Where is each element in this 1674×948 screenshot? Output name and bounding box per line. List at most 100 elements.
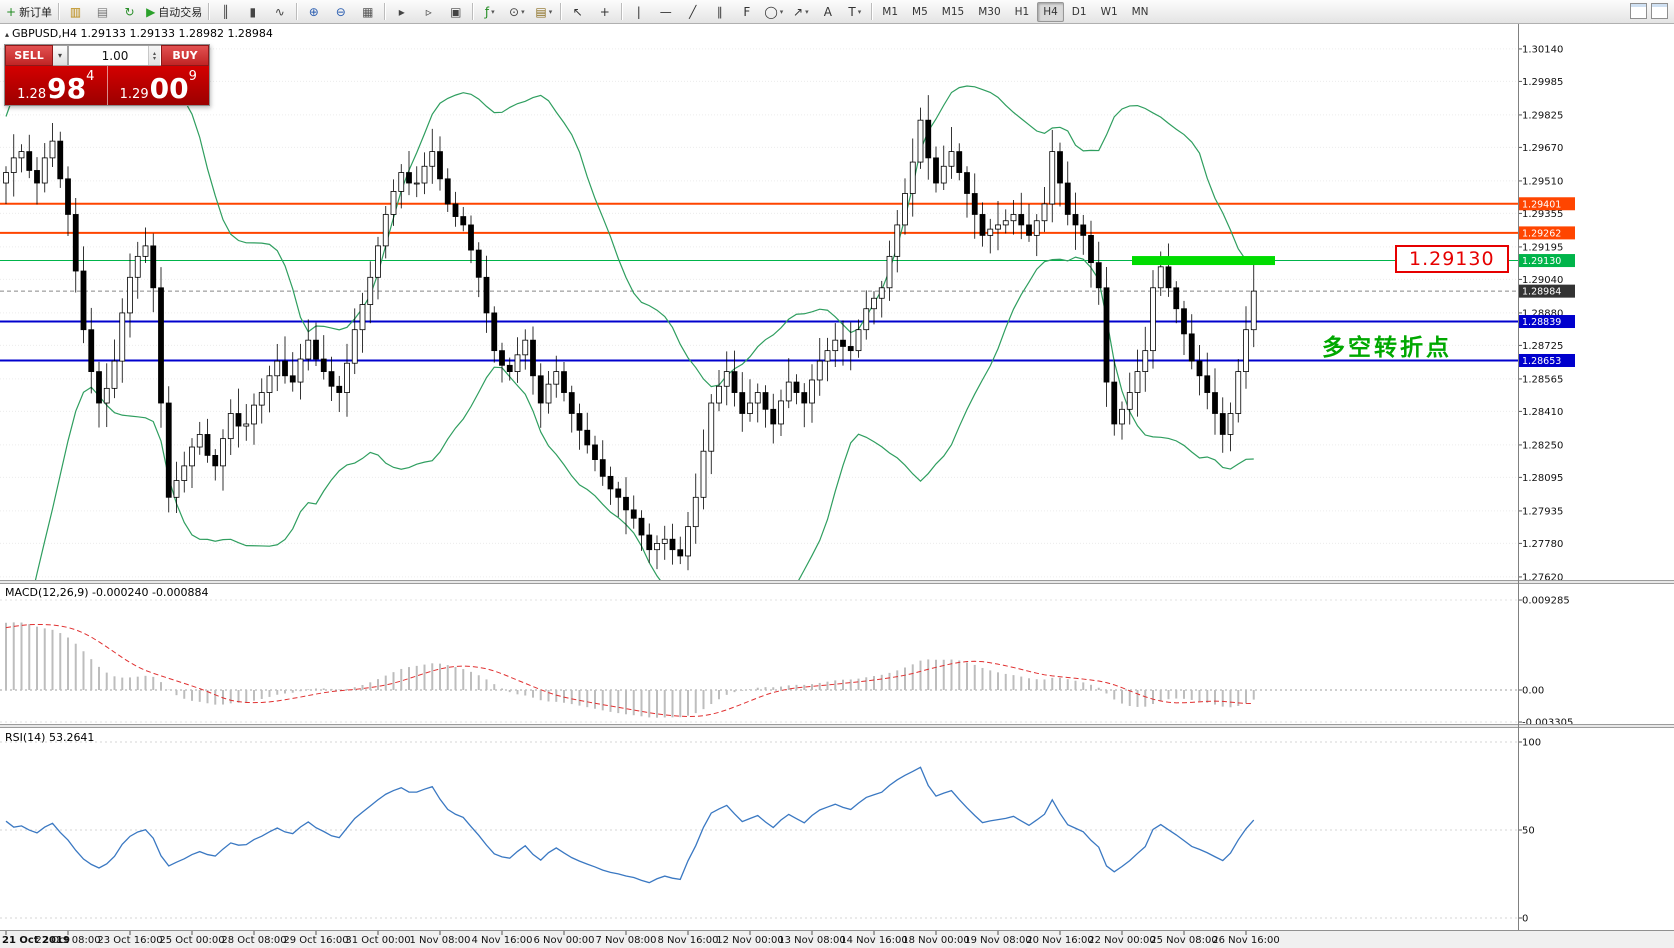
auto-scroll-icon[interactable]: ▸ (398, 4, 405, 19)
price-callout-label: 1.29130 (1395, 244, 1509, 273)
toolbar-separator (208, 3, 210, 20)
arrows-icon[interactable]: ↗ ▾ (793, 4, 809, 19)
toolbar-separator (472, 3, 474, 20)
svg-text:13 Nov 08:00: 13 Nov 08:00 (778, 935, 845, 946)
volume-increase-icon[interactable]: ▴ (152, 49, 156, 57)
buy-price-big: 00 (149, 72, 189, 105)
svg-text:29 Oct 16:00: 29 Oct 16:00 (283, 935, 348, 946)
text-icon[interactable]: A (823, 4, 832, 19)
crosshair-icon[interactable]: + (599, 4, 610, 19)
grid-icon[interactable]: ▦ (362, 4, 374, 19)
svg-text:4 Nov 16:00: 4 Nov 16:00 (471, 935, 532, 946)
indicators-icon[interactable]: ƒ ▾ (484, 4, 495, 19)
chart-symbol-header: ▴ GBPUSD,H4 1.29133 1.29133 1.28982 1.289… (5, 27, 273, 40)
order-settings-dropdown[interactable]: ▾ (53, 45, 68, 66)
svg-text:19 Nov 08:00: 19 Nov 08:00 (964, 935, 1031, 946)
volume-input[interactable]: 1.00 ▴ ▾ (68, 45, 161, 66)
chart-corner-icon: ▴ (5, 30, 10, 39)
svg-text:25 Nov 08:00: 25 Nov 08:00 (1150, 935, 1217, 946)
svg-text:22 Nov 00:00: 22 Nov 00:00 (1088, 935, 1155, 946)
svg-text:1.27620: 1.27620 (1522, 572, 1563, 583)
profiles-icon[interactable]: ▤ (96, 4, 109, 19)
vertical-line-icon[interactable]: | (636, 4, 641, 19)
svg-text:0: 0 (1522, 914, 1528, 925)
line-chart-icon[interactable]: ∿ (274, 4, 285, 19)
timeframe-button-MN[interactable]: MN (1131, 5, 1149, 18)
cursor-icon[interactable]: ↖ (572, 4, 583, 19)
svg-text:18 Nov 00:00: 18 Nov 00:00 (902, 935, 969, 946)
svg-text:8 Nov 16:00: 8 Nov 16:00 (657, 935, 718, 946)
svg-text:0.009285: 0.009285 (1522, 596, 1570, 607)
sell-price-display[interactable]: 1.28 98 4 (5, 66, 107, 105)
svg-text:1.28565: 1.28565 (1522, 374, 1563, 385)
chevron-down-icon: ▾ (57, 51, 62, 60)
channel-icon[interactable]: ∥ (716, 4, 723, 19)
candlestick-chart-icon[interactable]: ▮ (249, 4, 257, 19)
timeframe-button-H1[interactable]: H1 (1014, 5, 1030, 18)
refresh-icon[interactable]: ↻ (124, 4, 135, 19)
toolbar-right (1630, 3, 1668, 19)
svg-text:100: 100 (1522, 738, 1541, 749)
tile-windows-icon[interactable]: ▣ (450, 4, 462, 19)
svg-text:6 Nov 00:00: 6 Nov 00:00 (533, 935, 594, 946)
charts-window-icon[interactable]: ▥ (69, 4, 82, 19)
chart-ohlc-text: GBPUSD,H4 1.29133 1.29133 1.28982 1.2898… (12, 27, 273, 40)
svg-text:14 Nov 16:00: 14 Nov 16:00 (840, 935, 907, 946)
price-divider (106, 66, 108, 105)
buy-price-prefix: 1.29 (119, 87, 149, 102)
rsi-header: RSI(14) 53.2641 (5, 731, 95, 744)
text-label-icon[interactable]: T ▾ (848, 4, 862, 19)
zoom-in-icon[interactable]: ⊕ (308, 4, 319, 19)
timeframe-button-M30[interactable]: M30 (978, 5, 1001, 18)
autotrading-button[interactable]: ▶ 自动交易 (146, 4, 203, 19)
buy-price-sup: 9 (188, 69, 197, 84)
svg-text:1.28984: 1.28984 (1522, 287, 1561, 298)
svg-text:1.27935: 1.27935 (1522, 506, 1563, 517)
trendline-icon[interactable]: ╱ (689, 4, 697, 19)
toolbar-separator (384, 3, 386, 20)
fibonacci-icon[interactable]: F (743, 4, 751, 19)
toolbar-separator (871, 3, 873, 20)
bar-chart-icon[interactable]: ║ (222, 4, 230, 19)
toolbar-separator (621, 3, 623, 20)
timeframe-button-H4[interactable]: H4 (1037, 1, 1064, 22)
timeframe-button-W1[interactable]: W1 (1100, 5, 1118, 18)
svg-text:1.28725: 1.28725 (1522, 341, 1563, 352)
svg-text:22 Oct 08:00: 22 Oct 08:00 (35, 935, 100, 946)
svg-text:1.29130: 1.29130 (1522, 256, 1561, 267)
timeframe-button-M15[interactable]: M15 (941, 5, 965, 18)
timeframe-button-M5[interactable]: M5 (912, 5, 928, 18)
svg-text:50: 50 (1522, 826, 1535, 837)
chart-shift-icon[interactable]: ▹ (425, 4, 432, 19)
svg-text:1.28095: 1.28095 (1522, 473, 1563, 484)
toolbar-right-icon-1[interactable] (1630, 3, 1647, 19)
svg-text:0.00: 0.00 (1522, 686, 1544, 697)
svg-text:21 Oct 2019: 21 Oct 2019 (2, 935, 70, 946)
svg-text:1.29670: 1.29670 (1522, 143, 1563, 154)
svg-text:1.29401: 1.29401 (1522, 199, 1561, 210)
svg-text:31 Oct 00:00: 31 Oct 00:00 (345, 935, 410, 946)
timeframe-button-M1[interactable]: M1 (882, 5, 899, 18)
new-order-button[interactable]: + 新订单 (6, 4, 53, 19)
shapes-icon[interactable]: ◯ ▾ (764, 4, 784, 19)
svg-text:1.29262: 1.29262 (1522, 228, 1561, 239)
timeframe-button-D1[interactable]: D1 (1071, 5, 1087, 18)
buy-price-display[interactable]: 1.29 00 9 (108, 66, 210, 105)
svg-text:1.28653: 1.28653 (1522, 356, 1561, 367)
sell-button[interactable]: SELL (5, 45, 53, 66)
volume-decrease-icon[interactable]: ▾ (152, 54, 156, 62)
templates-icon[interactable]: ▤ ▾ (535, 4, 553, 19)
svg-text:1.30140: 1.30140 (1522, 44, 1563, 55)
sell-price-prefix: 1.28 (17, 87, 47, 102)
toolbar-right-icon-2[interactable] (1651, 3, 1668, 19)
one-click-trading-panel: SELL ▾ 1.00 ▴ ▾ BUY 1.28 98 4 1.29 00 9 (4, 44, 210, 106)
svg-text:-0.003305: -0.003305 (1522, 718, 1573, 729)
svg-text:1.29040: 1.29040 (1522, 275, 1563, 286)
buy-button[interactable]: BUY (161, 45, 209, 66)
svg-text:1.28410: 1.28410 (1522, 407, 1563, 418)
periods-icon[interactable]: ⊙ ▾ (509, 4, 525, 19)
zoom-out-icon[interactable]: ⊖ (335, 4, 346, 19)
horizontal-line-icon[interactable]: — (659, 4, 672, 19)
svg-text:1.29985: 1.29985 (1522, 77, 1563, 88)
